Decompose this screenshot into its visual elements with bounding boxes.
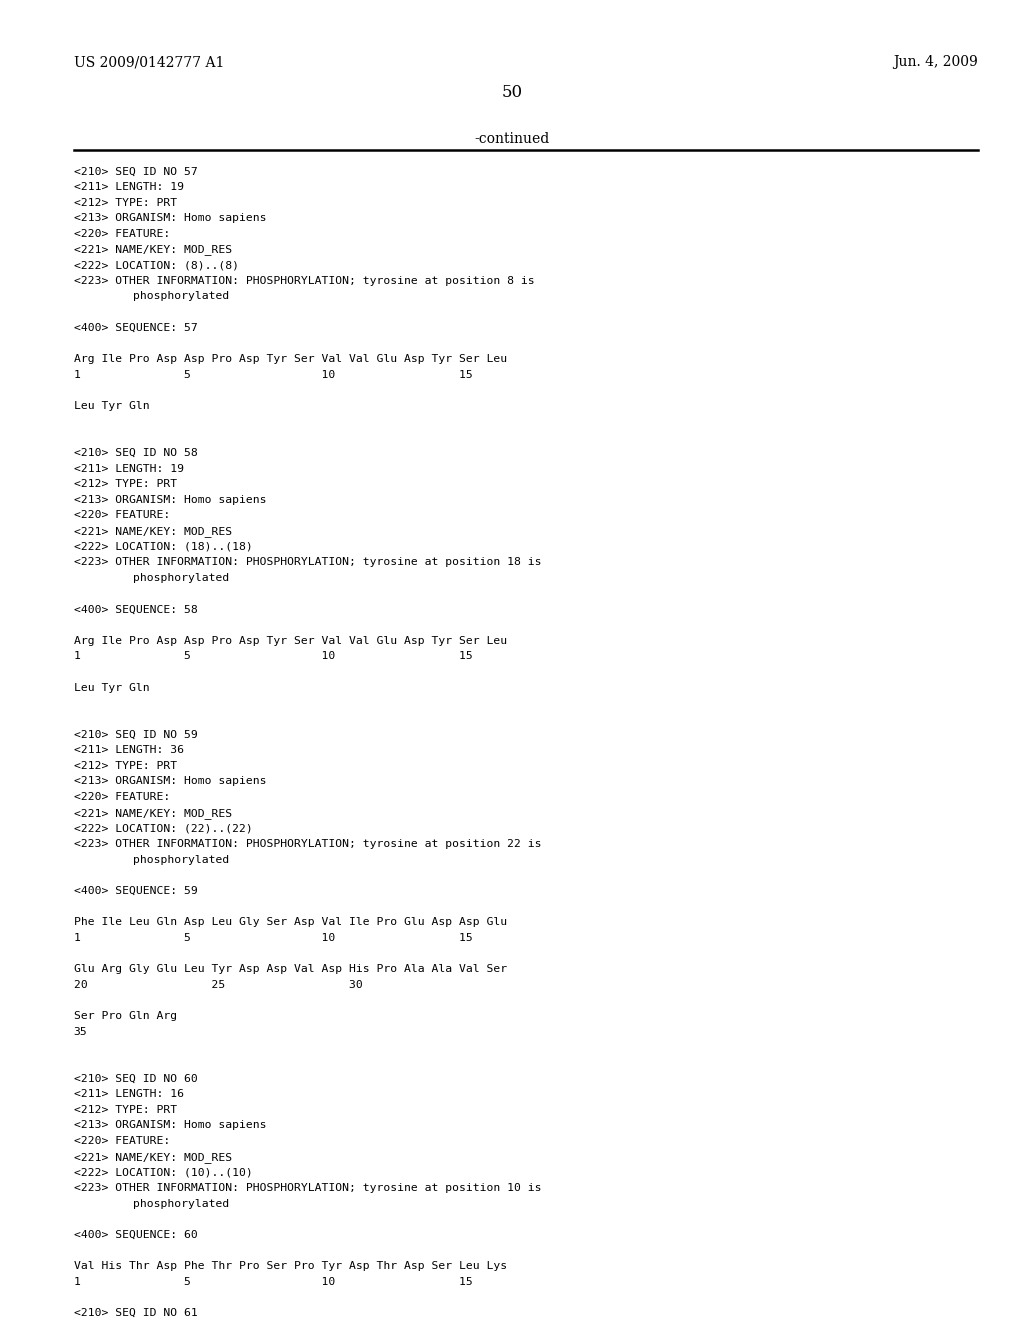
Text: <211> LENGTH: 19: <211> LENGTH: 19 [74,182,183,191]
Text: <222> LOCATION: (8)..(8): <222> LOCATION: (8)..(8) [74,260,239,271]
Text: <220> FEATURE:: <220> FEATURE: [74,228,170,239]
Text: <212> TYPE: PRT: <212> TYPE: PRT [74,479,177,490]
Text: <400> SEQUENCE: 59: <400> SEQUENCE: 59 [74,886,198,896]
Text: <211> LENGTH: 36: <211> LENGTH: 36 [74,744,183,755]
Text: <213> ORGANISM: Homo sapiens: <213> ORGANISM: Homo sapiens [74,495,266,504]
Text: <222> LOCATION: (22)..(22): <222> LOCATION: (22)..(22) [74,824,253,833]
Text: <400> SEQUENCE: 58: <400> SEQUENCE: 58 [74,605,198,614]
Text: <213> ORGANISM: Homo sapiens: <213> ORGANISM: Homo sapiens [74,214,266,223]
Text: <212> TYPE: PRT: <212> TYPE: PRT [74,198,177,207]
Text: Ser Pro Gln Arg: Ser Pro Gln Arg [74,1011,177,1020]
Text: Leu Tyr Gln: Leu Tyr Gln [74,401,150,411]
Text: <400> SEQUENCE: 60: <400> SEQUENCE: 60 [74,1230,198,1239]
Text: Jun. 4, 2009: Jun. 4, 2009 [893,55,978,70]
Text: <223> OTHER INFORMATION: PHOSPHORYLATION; tyrosine at position 8 is: <223> OTHER INFORMATION: PHOSPHORYLATION… [74,276,535,286]
Text: <210> SEQ ID NO 59: <210> SEQ ID NO 59 [74,730,198,739]
Text: US 2009/0142777 A1: US 2009/0142777 A1 [74,55,224,70]
Text: <210> SEQ ID NO 61: <210> SEQ ID NO 61 [74,1308,198,1319]
Text: Arg Ile Pro Asp Asp Pro Asp Tyr Ser Val Val Glu Asp Tyr Ser Leu: Arg Ile Pro Asp Asp Pro Asp Tyr Ser Val … [74,636,507,645]
Text: phosphorylated: phosphorylated [133,573,229,583]
Text: 1               5                   10                  15: 1 5 10 15 [74,370,472,380]
Text: <220> FEATURE:: <220> FEATURE: [74,1137,170,1146]
Text: 1               5                   10                  15: 1 5 10 15 [74,1276,472,1287]
Text: <221> NAME/KEY: MOD_RES: <221> NAME/KEY: MOD_RES [74,1152,231,1163]
Text: <212> TYPE: PRT: <212> TYPE: PRT [74,760,177,771]
Text: -continued: -continued [474,132,550,147]
Text: Val His Thr Asp Phe Thr Pro Ser Pro Tyr Asp Thr Asp Ser Leu Lys: Val His Thr Asp Phe Thr Pro Ser Pro Tyr … [74,1261,507,1271]
Text: <223> OTHER INFORMATION: PHOSPHORYLATION; tyrosine at position 18 is: <223> OTHER INFORMATION: PHOSPHORYLATION… [74,557,542,568]
Text: 1               5                   10                  15: 1 5 10 15 [74,651,472,661]
Text: <221> NAME/KEY: MOD_RES: <221> NAME/KEY: MOD_RES [74,808,231,818]
Text: phosphorylated: phosphorylated [133,1199,229,1209]
Text: <210> SEQ ID NO 58: <210> SEQ ID NO 58 [74,447,198,458]
Text: phosphorylated: phosphorylated [133,292,229,301]
Text: 50: 50 [502,84,522,102]
Text: <222> LOCATION: (10)..(10): <222> LOCATION: (10)..(10) [74,1167,253,1177]
Text: <212> TYPE: PRT: <212> TYPE: PRT [74,1105,177,1115]
Text: <210> SEQ ID NO 60: <210> SEQ ID NO 60 [74,1073,198,1084]
Text: <211> LENGTH: 19: <211> LENGTH: 19 [74,463,183,474]
Text: <222> LOCATION: (18)..(18): <222> LOCATION: (18)..(18) [74,541,253,552]
Text: <220> FEATURE:: <220> FEATURE: [74,511,170,520]
Text: Arg Ile Pro Asp Asp Pro Asp Tyr Ser Val Val Glu Asp Tyr Ser Leu: Arg Ile Pro Asp Asp Pro Asp Tyr Ser Val … [74,354,507,364]
Text: 1               5                   10                  15: 1 5 10 15 [74,933,472,942]
Text: <211> LENGTH: 16: <211> LENGTH: 16 [74,1089,183,1100]
Text: <223> OTHER INFORMATION: PHOSPHORYLATION; tyrosine at position 10 is: <223> OTHER INFORMATION: PHOSPHORYLATION… [74,1183,542,1193]
Text: <223> OTHER INFORMATION: PHOSPHORYLATION; tyrosine at position 22 is: <223> OTHER INFORMATION: PHOSPHORYLATION… [74,840,542,849]
Text: <210> SEQ ID NO 57: <210> SEQ ID NO 57 [74,166,198,177]
Text: 35: 35 [74,1027,87,1036]
Text: 20                  25                  30: 20 25 30 [74,979,362,990]
Text: <221> NAME/KEY: MOD_RES: <221> NAME/KEY: MOD_RES [74,527,231,537]
Text: <221> NAME/KEY: MOD_RES: <221> NAME/KEY: MOD_RES [74,244,231,256]
Text: <213> ORGANISM: Homo sapiens: <213> ORGANISM: Homo sapiens [74,776,266,787]
Text: Leu Tyr Gln: Leu Tyr Gln [74,682,150,693]
Text: <400> SEQUENCE: 57: <400> SEQUENCE: 57 [74,322,198,333]
Text: <213> ORGANISM: Homo sapiens: <213> ORGANISM: Homo sapiens [74,1121,266,1130]
Text: <220> FEATURE:: <220> FEATURE: [74,792,170,803]
Text: Phe Ile Leu Gln Asp Leu Gly Ser Asp Val Ile Pro Glu Asp Asp Glu: Phe Ile Leu Gln Asp Leu Gly Ser Asp Val … [74,917,507,927]
Text: Glu Arg Gly Glu Leu Tyr Asp Asp Val Asp His Pro Ala Ala Val Ser: Glu Arg Gly Glu Leu Tyr Asp Asp Val Asp … [74,964,507,974]
Text: phosphorylated: phosphorylated [133,854,229,865]
